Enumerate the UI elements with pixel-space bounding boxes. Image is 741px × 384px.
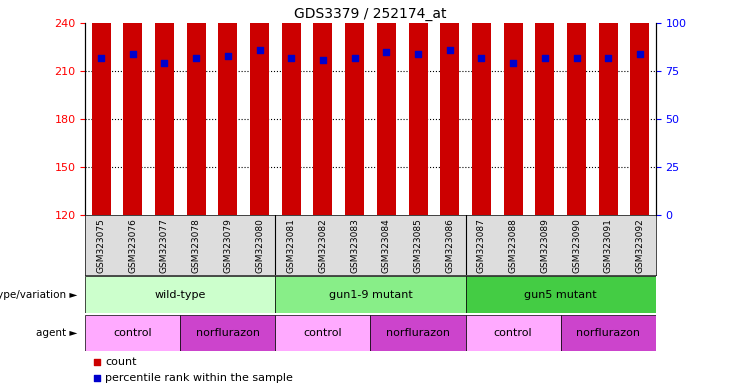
Text: GSM323092: GSM323092 (636, 218, 645, 273)
Point (253, 47, 265, 53)
Bar (599, 0, 618, 215)
Bar (465, 276, 656, 313)
Text: agent ►: agent ► (36, 328, 78, 338)
Text: GSM323084: GSM323084 (382, 218, 391, 273)
Point (539, 55, 551, 61)
Bar (408, 0, 428, 215)
Text: gun5 mutant: gun5 mutant (525, 290, 597, 300)
Text: GSM323090: GSM323090 (572, 218, 581, 273)
Text: GSM323076: GSM323076 (128, 218, 137, 273)
Point (507, 60, 519, 66)
Text: norflurazon: norflurazon (196, 328, 260, 338)
Bar (313, 0, 333, 215)
Point (349, 55, 361, 61)
Text: control: control (304, 328, 342, 338)
Bar (123, 0, 142, 215)
Bar (567, 0, 586, 215)
Bar (155, 1, 174, 215)
Bar (282, 0, 301, 215)
Point (190, 55, 202, 61)
Bar (631, 0, 649, 215)
Text: norflurazon: norflurazon (576, 328, 640, 338)
Text: GSM323083: GSM323083 (350, 218, 359, 273)
Point (127, 51, 139, 57)
Text: control: control (113, 328, 152, 338)
Text: GSM323085: GSM323085 (413, 218, 422, 273)
Point (380, 49, 392, 55)
Text: genotype/variation ►: genotype/variation ► (0, 290, 78, 300)
Bar (377, 0, 396, 215)
Bar (465, 315, 561, 351)
Bar (92, 0, 110, 215)
Point (159, 60, 170, 66)
Title: GDS3379 / 252174_at: GDS3379 / 252174_at (294, 7, 447, 21)
Point (222, 53, 233, 59)
Text: control: control (494, 328, 533, 338)
Point (95, 55, 107, 61)
Text: GSM323077: GSM323077 (160, 218, 169, 273)
Point (602, 55, 614, 61)
Text: norflurazon: norflurazon (386, 328, 450, 338)
Text: percentile rank within the sample: percentile rank within the sample (105, 373, 293, 383)
Point (317, 56, 329, 63)
Bar (85, 315, 180, 351)
Bar (276, 276, 465, 313)
Text: GSM323081: GSM323081 (287, 218, 296, 273)
Text: wild-type: wild-type (155, 290, 206, 300)
Bar (535, 0, 554, 215)
Text: gun1-9 mutant: gun1-9 mutant (328, 290, 413, 300)
Bar (345, 0, 364, 215)
Text: count: count (105, 358, 136, 367)
Text: GSM323089: GSM323089 (540, 218, 549, 273)
Point (285, 55, 297, 61)
Text: GSM323079: GSM323079 (223, 218, 233, 273)
Point (571, 55, 582, 61)
Text: GSM323080: GSM323080 (255, 218, 264, 273)
Text: GSM323088: GSM323088 (508, 218, 518, 273)
Point (90, 375, 102, 381)
Text: GSM323087: GSM323087 (477, 218, 486, 273)
Bar (472, 0, 491, 215)
Bar (180, 315, 276, 351)
Bar (187, 0, 206, 215)
Text: GSM323091: GSM323091 (604, 218, 613, 273)
Point (476, 55, 488, 61)
Point (634, 51, 646, 57)
Text: GSM323082: GSM323082 (319, 218, 328, 273)
Point (90, 359, 102, 366)
Text: GSM323075: GSM323075 (96, 218, 105, 273)
Bar (370, 315, 465, 351)
Text: GSM323086: GSM323086 (445, 218, 454, 273)
Bar (504, 0, 522, 215)
Point (444, 47, 456, 53)
Bar (276, 315, 370, 351)
Bar (219, 0, 237, 215)
Bar (561, 315, 656, 351)
Point (412, 51, 424, 57)
Bar (250, 0, 269, 215)
Text: GSM323078: GSM323078 (192, 218, 201, 273)
Bar (85, 276, 276, 313)
Bar (440, 0, 459, 215)
